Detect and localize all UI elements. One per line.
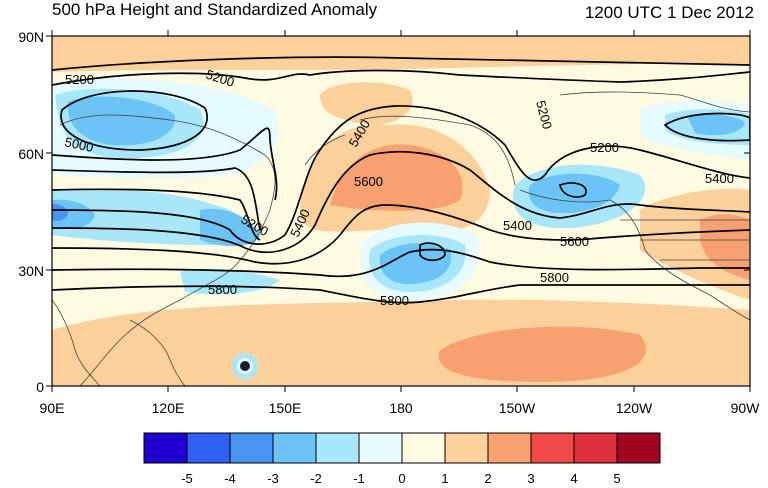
lon-ticks (51, 30, 751, 392)
colorbar-swatch (616, 432, 661, 464)
contour-label: 5400 (503, 218, 532, 233)
contour-label: 5200 (533, 99, 555, 131)
colorbar-swatch (444, 432, 489, 464)
chart-title: 500 hPa Height and Standardized Anomaly (52, 0, 378, 19)
colorbar-label: 4 (570, 471, 577, 486)
colorbar-swatch (143, 432, 188, 464)
lon-tick-label: 120E (152, 400, 185, 416)
colorbar-swatch (229, 432, 274, 464)
colorbar-swatch (315, 432, 360, 464)
colorbar-label: 5 (613, 471, 620, 486)
contour-label: 5200 (65, 72, 94, 87)
lon-tick-label: 90W (731, 400, 761, 416)
contour-label: 5600 (560, 234, 589, 249)
colorbar-label: 3 (527, 471, 534, 486)
lon-tick-label: 90E (40, 400, 65, 416)
colorbar-swatch (487, 432, 532, 464)
colorbar-label: -3 (267, 471, 279, 486)
colorbar-label: 1 (441, 471, 448, 486)
colorbar-swatch (573, 432, 618, 464)
coastlines (52, 91, 750, 386)
anomaly-shading (52, 36, 750, 386)
lon-tick-label: 180 (389, 400, 413, 416)
height-contours (52, 56, 750, 304)
lat-tick-label: 30N (18, 263, 44, 279)
colorbar-swatch (186, 432, 231, 464)
colorbar-label: -4 (224, 471, 236, 486)
colorbar-label: -2 (310, 471, 322, 486)
colorbar-swatch (358, 432, 403, 464)
colorbar-label: -1 (353, 471, 365, 486)
lat-tick-label: 60N (18, 146, 44, 162)
contour-label: 5600 (354, 174, 383, 189)
lon-tick-label: 120W (616, 400, 653, 416)
colorbar-swatch (272, 432, 317, 464)
lat-tick-label: 0 (36, 379, 44, 395)
lon-tick-label: 150E (269, 400, 302, 416)
lat-tick-label: 90N (18, 29, 44, 45)
colorbar-swatch (530, 432, 575, 464)
colorbar-swatch (401, 432, 446, 464)
colorbar-label: 2 (484, 471, 491, 486)
colorbar-label: 0 (398, 471, 405, 486)
contour-label: 5800 (208, 282, 237, 297)
colorbar-label: -5 (181, 471, 193, 486)
contour-label: 5800 (380, 293, 409, 308)
contour-label: 5800 (540, 270, 569, 285)
lat-ticks (46, 35, 750, 387)
contour-label: 5400 (705, 171, 734, 186)
valid-time: 1200 UTC 1 Dec 2012 (584, 3, 754, 22)
contour-label: 5200 (590, 140, 619, 155)
contour-label: 5000 (63, 134, 94, 155)
lon-tick-label: 150W (499, 400, 536, 416)
colorbar: -5 -4 -3 -2 -1 0 1 2 3 4 5 (143, 432, 661, 486)
